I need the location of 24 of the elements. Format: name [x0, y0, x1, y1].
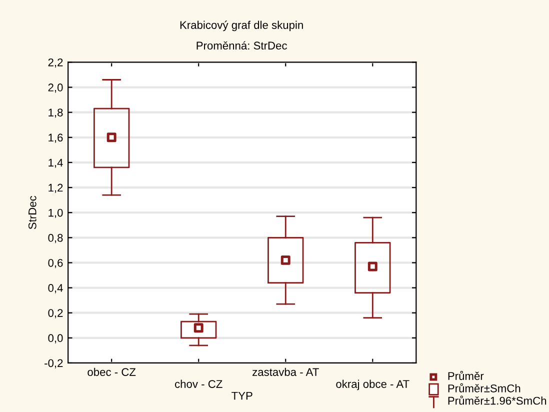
x-tick-label: okraj obce - AT [336, 380, 410, 390]
x-tick-label: obec - CZ [88, 368, 136, 376]
y-tick-label: 1,0 [48, 208, 63, 218]
y-tick-label: 2,0 [48, 84, 63, 93]
y-tick-label: 0,6 [48, 258, 63, 268]
y-axis-title: StrDec [28, 196, 36, 230]
chart-title: Krabicový graf dle skupin [180, 20, 303, 32]
y-tick-label: 1,4 [48, 158, 63, 168]
text: Průměr±SmCh [448, 383, 520, 392]
text: Průměr±1.96*SmCh [448, 396, 546, 405]
y-tick-label: 0,8 [48, 234, 63, 244]
x-axis-title: TYP [232, 392, 252, 400]
y-tick-label: 1,8 [48, 108, 63, 118]
y-tick-label: 0,4 [48, 284, 63, 294]
y-tick-label: -0,2 [44, 359, 63, 368]
y-tick-label: 0,2 [48, 309, 63, 318]
x-tick-label: chov - CZ [174, 380, 222, 388]
text: Průměr [448, 370, 484, 380]
chart-subtitle: Proměnná: StrDec [196, 41, 287, 50]
y-tick-label: 1,2 [48, 184, 63, 193]
x-tick-label: zastavba - AT [252, 368, 319, 376]
y-tick-label: 2,2 [48, 58, 63, 68]
y-tick-label: 1,6 [48, 134, 63, 143]
y-tick-label: 0,0 [48, 334, 63, 344]
